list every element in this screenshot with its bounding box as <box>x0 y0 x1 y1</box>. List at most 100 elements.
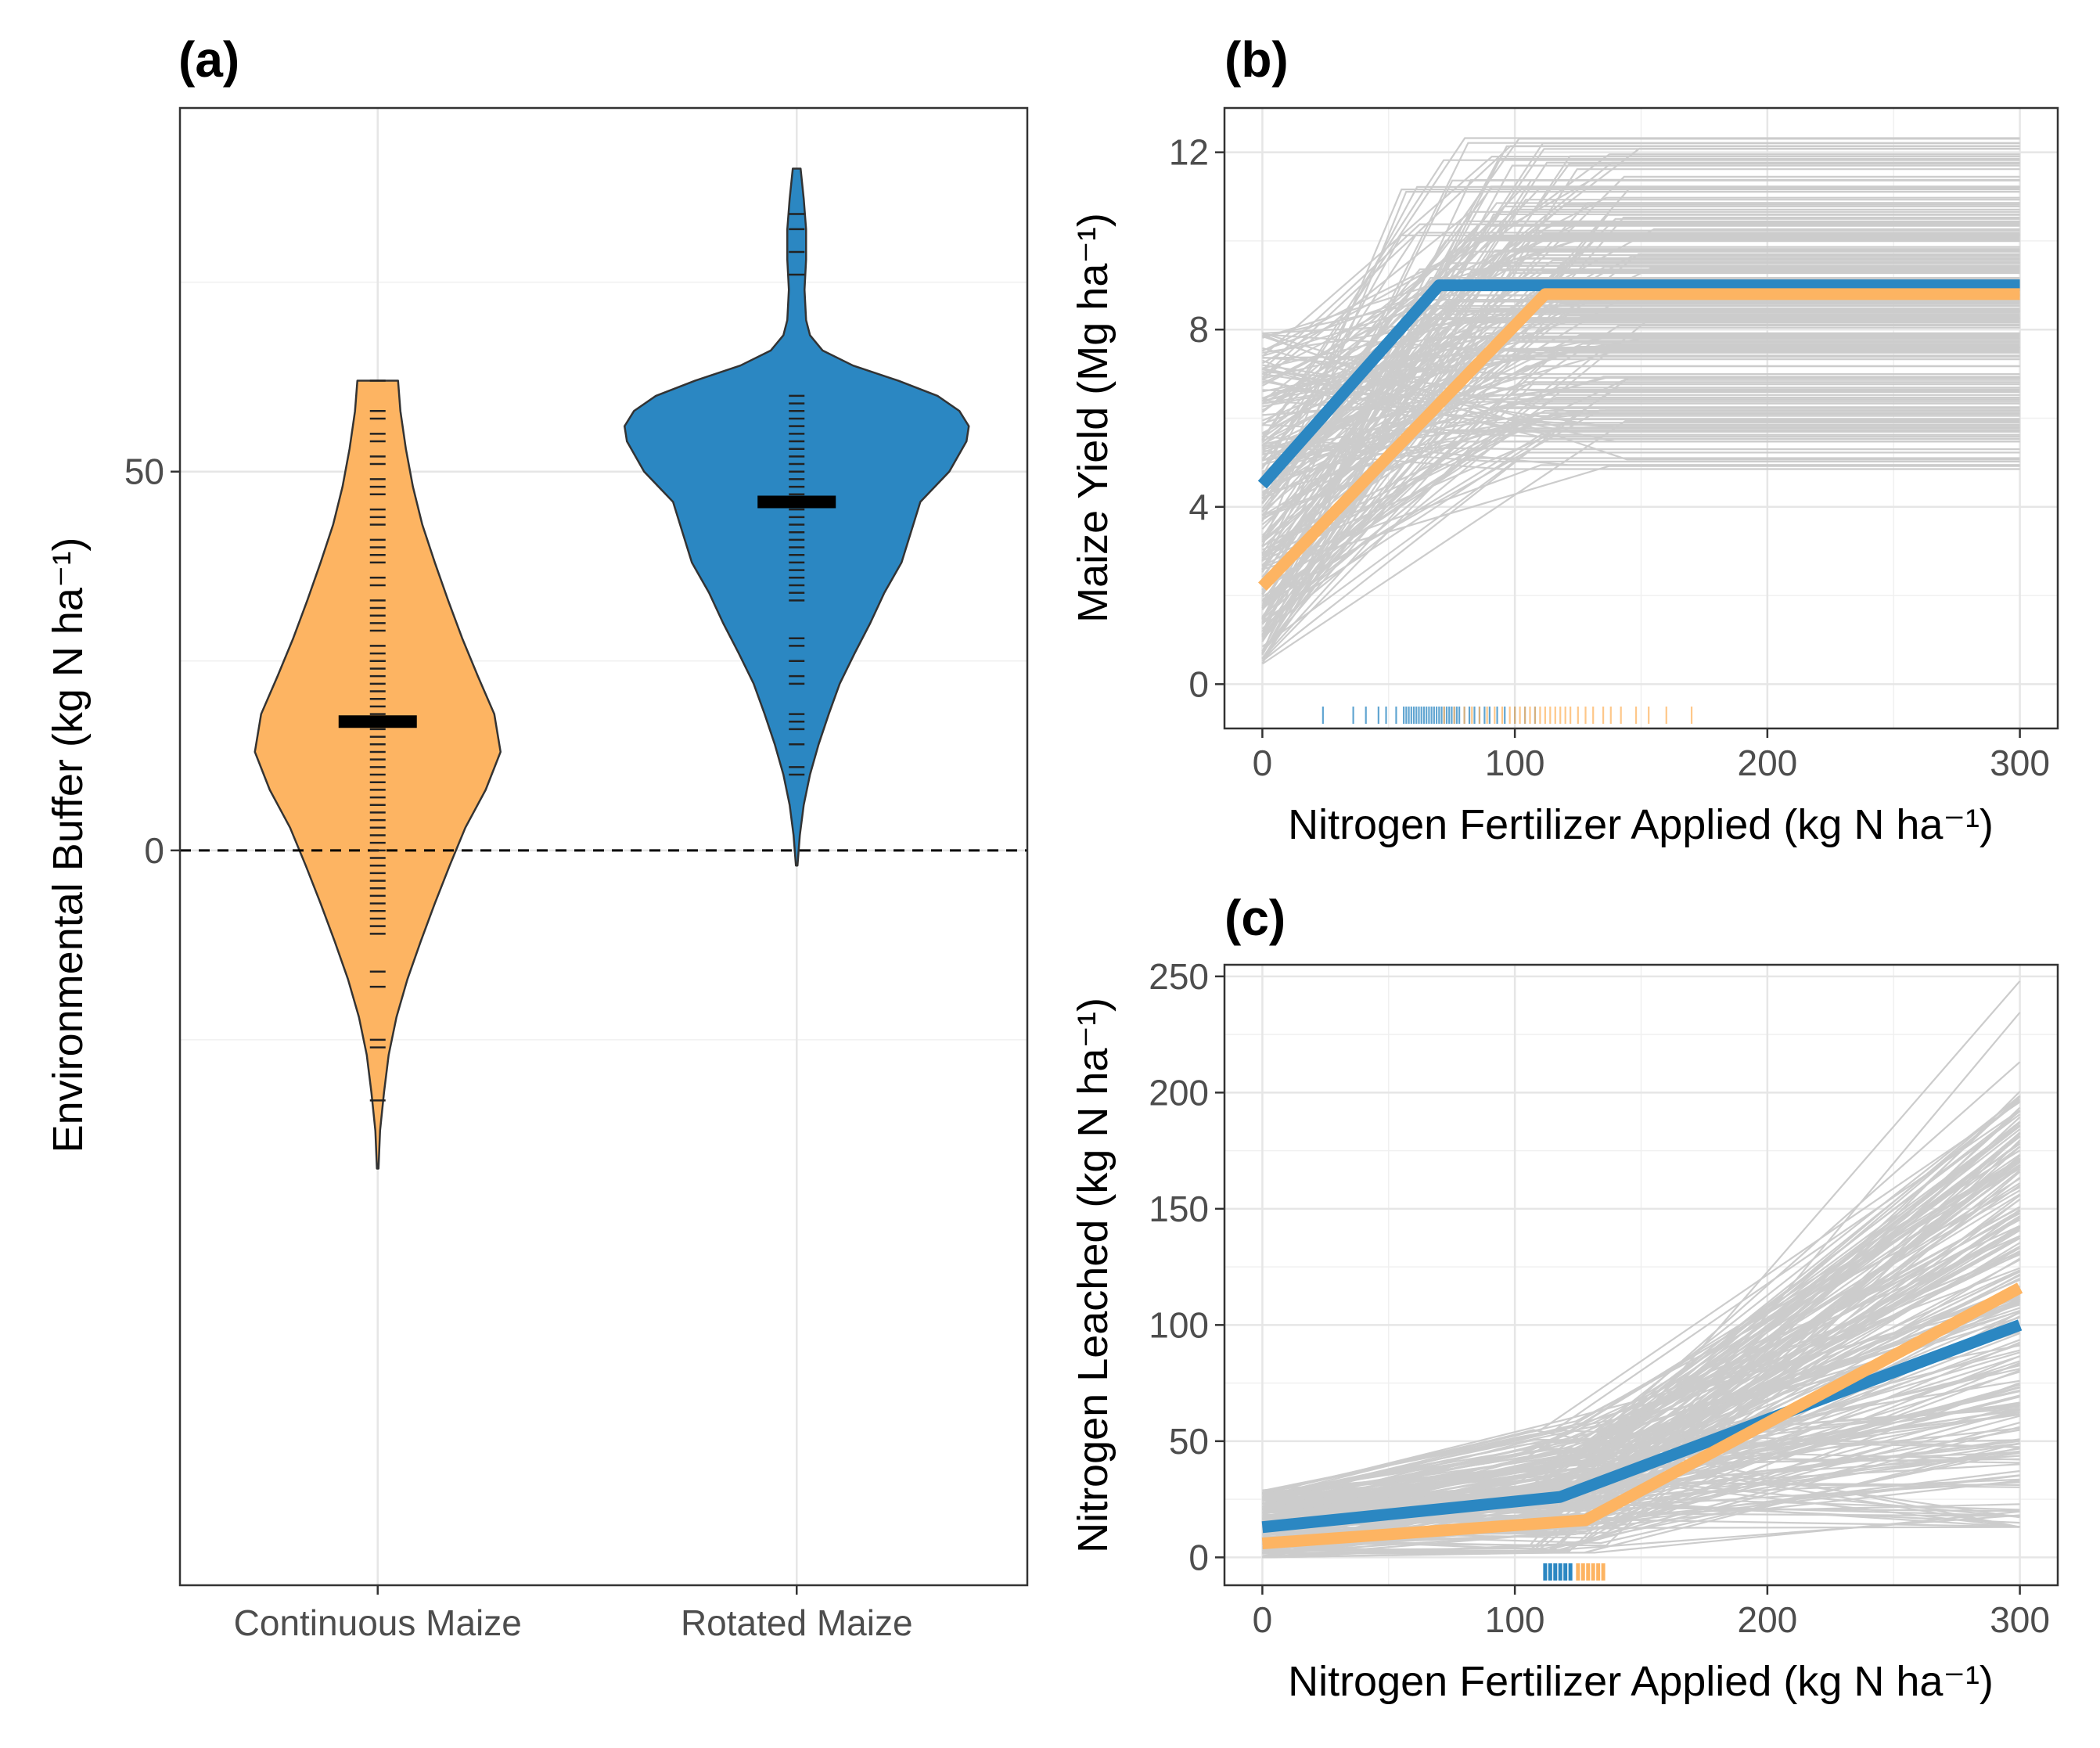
simulation-line <box>1262 347 2020 408</box>
panel-a-axes: 0 50 Continuous Maize Rotated Maize <box>124 451 913 1643</box>
panel-c-label: (c) <box>1224 890 1286 946</box>
simulation-line <box>1261 409 2020 602</box>
simulation-line <box>1262 1445 2020 1519</box>
simulation-line <box>1261 196 2020 376</box>
simulation-line <box>1261 257 2020 405</box>
simulation-line <box>1262 1458 2020 1491</box>
y-tick-label: 12 <box>1169 132 1209 173</box>
simulation-line <box>1261 159 2020 441</box>
y-tick-label: 100 <box>1149 1304 1209 1345</box>
panel-c-axes: 0 50 100 150 200 250 0 100 200 300 <box>1149 956 2050 1640</box>
simulation-line <box>1261 412 2020 559</box>
simulation-line <box>1261 412 2020 568</box>
simulation-line <box>1262 390 2020 416</box>
simulation-line <box>1261 208 2020 448</box>
panel-b-x-axis-title: Nitrogen Fertilizer Applied (kg N ha⁻¹) <box>1288 801 1994 848</box>
simulation-line <box>1261 145 2020 620</box>
y-tick-label: 200 <box>1149 1072 1209 1113</box>
simulation-line <box>1261 142 2020 571</box>
simulation-line <box>1261 319 2020 566</box>
simulation-line <box>1261 232 2020 469</box>
x-tick-label: 100 <box>1485 1599 1545 1640</box>
simulation-line <box>1261 229 2020 488</box>
x-tick-label: Continuous Maize <box>234 1602 522 1643</box>
simulation-line <box>1261 402 2020 607</box>
simulation-line <box>1261 202 2020 509</box>
panel-a-plot-border <box>178 106 1029 1587</box>
simulation-line <box>1261 179 2020 588</box>
y-tick-label: 8 <box>1188 309 1209 350</box>
panel-a: (a) 0 50 Continuous Maize Rotated Maize Env… <box>45 31 1029 1643</box>
simulation-line <box>1261 320 2020 636</box>
simulation-line <box>1262 1310 2020 1524</box>
simulation-line <box>1262 1186 2021 1494</box>
panel-b-y-axis-title: Maize Yield (Mg ha⁻¹) <box>1070 213 1117 623</box>
x-tick-label: Rotated Maize <box>681 1602 913 1643</box>
x-tick-label: 200 <box>1737 743 1797 783</box>
x-tick-label: 0 <box>1253 743 1273 783</box>
simulation-line <box>1262 315 2020 425</box>
simulation-line <box>1261 156 2020 358</box>
simulation-line <box>1262 1194 2021 1554</box>
simulation-line <box>1262 444 2020 462</box>
simulation-line <box>1262 415 2020 455</box>
panel-b: (b) 0 4 8 12 0 100 200 300 Nitrogen Fertilizer … <box>1070 31 2059 848</box>
simulation-line <box>1261 302 2020 653</box>
series-line-blue <box>1257 279 2020 489</box>
simulation-line <box>1262 1426 2020 1552</box>
simulation-line <box>1262 410 2020 482</box>
x-tick-label: 200 <box>1737 1599 1797 1640</box>
simulation-line <box>1261 420 2020 665</box>
simulation-line <box>1261 324 2020 556</box>
panel-c-y-axis-title: Nitrogen Leached (kg N ha⁻¹) <box>1070 998 1117 1553</box>
panel-b-label: (b) <box>1224 31 1289 88</box>
simulation-line <box>1262 1164 2021 1554</box>
panel-a-label: (a) <box>178 31 239 88</box>
simulation-line <box>1262 1267 2020 1498</box>
simulation-line <box>1262 1469 2020 1551</box>
panel-c-plot-border <box>1223 963 2059 1587</box>
series-line-orange <box>1261 1282 2023 1550</box>
simulation-line <box>1261 376 2020 542</box>
simulation-line <box>1262 444 2020 451</box>
simulation-line <box>1261 308 2020 500</box>
x-tick-label: 100 <box>1485 743 1545 783</box>
y-tick-label: 0 <box>1188 1537 1209 1577</box>
y-tick-label: 150 <box>1149 1189 1209 1229</box>
simulation-line <box>1261 343 2020 625</box>
y-tick-label: 0 <box>1188 664 1209 704</box>
simulation-line <box>1261 332 2020 625</box>
x-tick-label: 0 <box>1253 1599 1273 1640</box>
panel-a-y-axis-title: Environmental Buffer (kg N ha⁻¹) <box>45 538 92 1153</box>
panel-a-violins <box>180 167 1027 1170</box>
simulation-line <box>1262 1149 2021 1499</box>
simulation-line <box>1261 270 2020 489</box>
panel-c: (c) 0 50 100 150 200 250 0 100 200 300 Nitrogen F… <box>1070 890 2059 1705</box>
simulation-line <box>1261 168 2020 653</box>
panel-b-plot-border <box>1223 106 2059 730</box>
median-bar <box>338 715 417 728</box>
y-tick-label: 50 <box>1169 1421 1209 1462</box>
x-tick-label: 300 <box>1990 1599 2050 1640</box>
simulation-line <box>1262 1451 2020 1552</box>
y-tick-label: 250 <box>1149 956 1209 997</box>
simulation-line <box>1262 1429 2020 1528</box>
simulation-line <box>1261 311 2020 595</box>
simulation-line <box>1262 332 2020 401</box>
panel-c-lines <box>1261 980 2023 1581</box>
simulation-line <box>1262 1139 2021 1547</box>
median-bar <box>757 495 836 509</box>
y-tick-label: 50 <box>124 451 164 492</box>
series-line-orange <box>1258 288 2020 591</box>
panel-c-x-axis-title: Nitrogen Fertilizer Applied (kg N ha⁻¹) <box>1288 1658 1994 1705</box>
y-tick-label: 4 <box>1188 487 1209 527</box>
series-line-blue <box>1261 1319 2023 1534</box>
x-tick-label: 300 <box>1990 743 2050 783</box>
y-tick-label: 0 <box>144 830 164 871</box>
simulation-line <box>1262 356 2020 376</box>
panel-b-lines <box>1257 137 2020 724</box>
simulation-line <box>1261 246 2020 531</box>
simulation-line <box>1262 239 2020 352</box>
panel-b-axes: 0 4 8 12 0 100 200 300 <box>1169 132 2050 783</box>
